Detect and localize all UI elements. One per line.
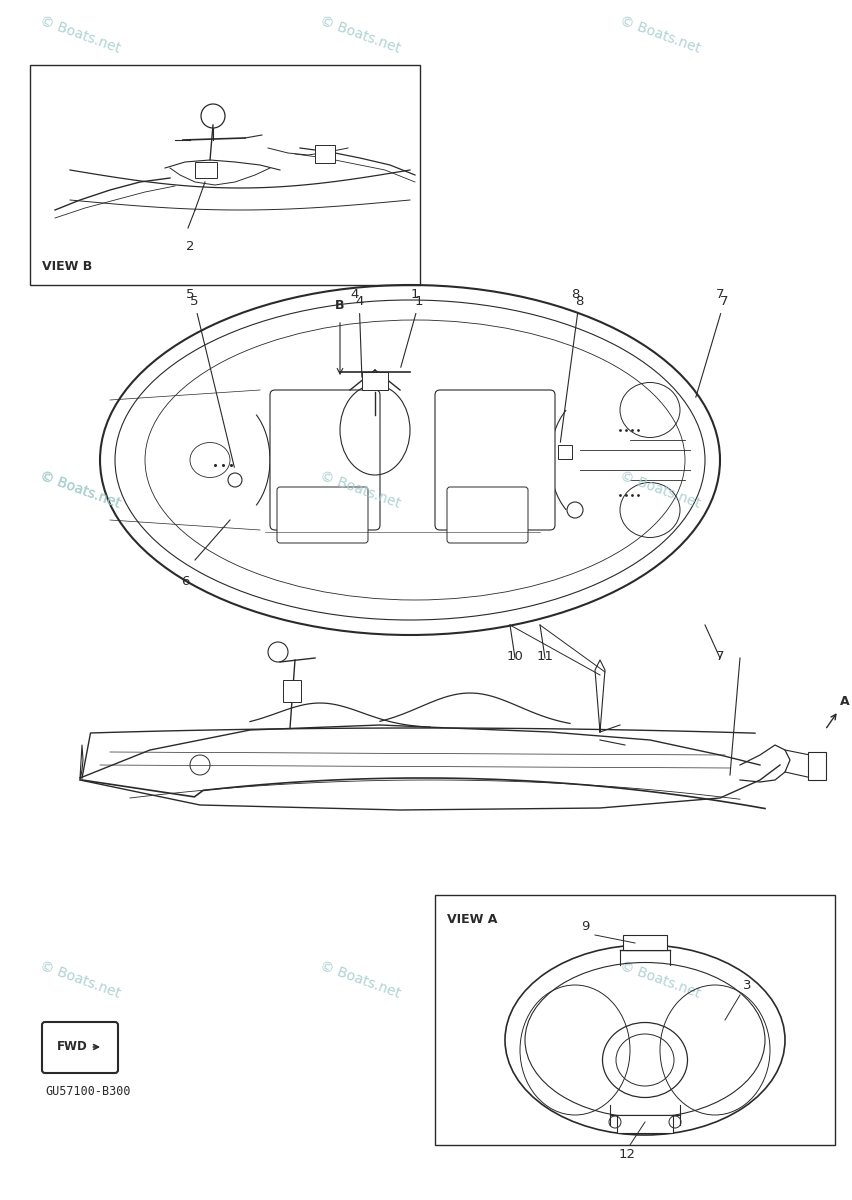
Bar: [283, 680, 301, 702]
FancyBboxPatch shape: [270, 390, 379, 530]
Text: © Boats.net: © Boats.net: [37, 469, 122, 511]
Text: 12: 12: [618, 1148, 635, 1162]
FancyBboxPatch shape: [446, 487, 527, 542]
Text: © Boats.net: © Boats.net: [617, 469, 701, 511]
Text: 7: 7: [715, 650, 723, 662]
Text: 4: 4: [354, 295, 363, 377]
Text: © Boats.net: © Boats.net: [37, 959, 122, 1001]
Text: 1: 1: [400, 295, 423, 367]
FancyBboxPatch shape: [435, 390, 555, 530]
Text: 2: 2: [186, 240, 194, 253]
Text: 10: 10: [506, 650, 523, 662]
Text: B: B: [335, 299, 344, 312]
Text: FWD: FWD: [57, 1040, 98, 1054]
Bar: [435, 895, 834, 1145]
Text: © Boats.net: © Boats.net: [37, 14, 122, 56]
Text: © Boats.net: © Boats.net: [37, 469, 122, 511]
Text: 3: 3: [742, 979, 751, 992]
Text: GU57100-B300: GU57100-B300: [45, 1085, 130, 1098]
FancyBboxPatch shape: [277, 487, 367, 542]
Bar: [616, 1115, 672, 1133]
Text: 5: 5: [190, 295, 234, 467]
Text: 9: 9: [581, 920, 590, 934]
Text: © Boats.net: © Boats.net: [617, 959, 701, 1001]
Bar: [557, 445, 572, 458]
Bar: [30, 65, 419, 284]
Bar: [807, 752, 825, 780]
Text: 5: 5: [186, 288, 194, 301]
Text: © Boats.net: © Boats.net: [318, 14, 402, 56]
Text: 4: 4: [350, 288, 359, 301]
Bar: [195, 162, 216, 178]
Text: 7: 7: [695, 295, 728, 397]
Text: VIEW B: VIEW B: [42, 260, 92, 272]
FancyBboxPatch shape: [42, 1022, 118, 1073]
Text: 8: 8: [560, 295, 583, 443]
Text: A: A: [826, 695, 849, 727]
Bar: [622, 935, 666, 950]
Text: 6: 6: [181, 575, 189, 588]
Text: 1: 1: [411, 288, 419, 301]
Text: 11: 11: [536, 650, 553, 662]
Bar: [361, 372, 388, 390]
Text: © Boats.net: © Boats.net: [617, 14, 701, 56]
Text: 7: 7: [715, 288, 723, 301]
Text: © Boats.net: © Boats.net: [318, 469, 402, 511]
Text: VIEW A: VIEW A: [446, 913, 497, 926]
Text: 8: 8: [570, 288, 579, 301]
Text: © Boats.net: © Boats.net: [318, 959, 402, 1001]
Bar: [314, 145, 335, 163]
